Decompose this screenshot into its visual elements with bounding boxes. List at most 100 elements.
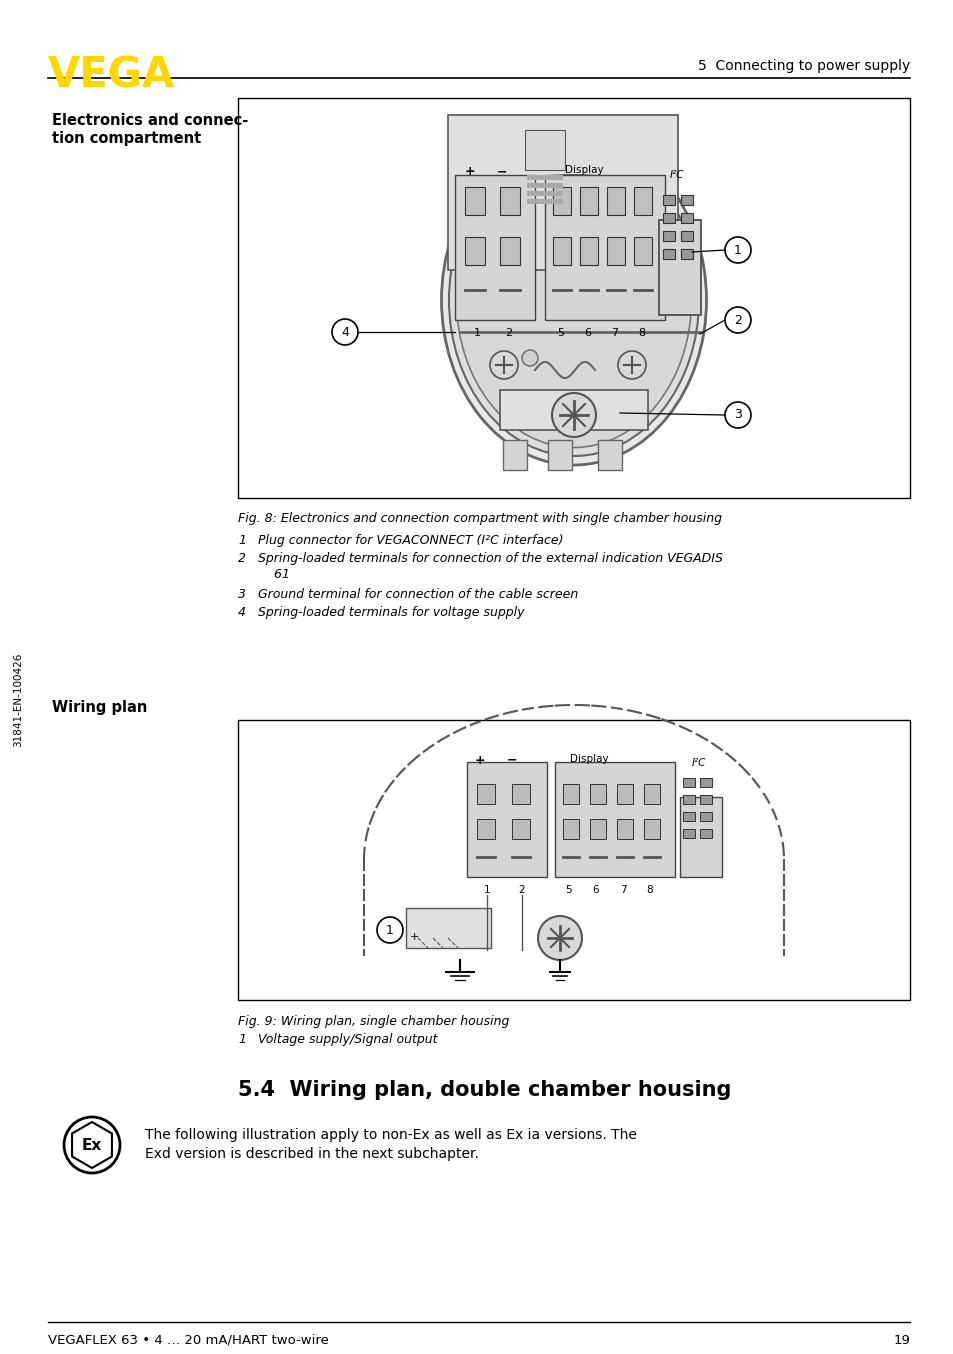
Text: 2: 2 [733,314,741,326]
Text: VEGAFLEX 63 • 4 … 20 mA/HART two-wire: VEGAFLEX 63 • 4 … 20 mA/HART two-wire [48,1334,329,1346]
Text: 8: 8 [646,886,653,895]
Text: 5: 5 [565,886,572,895]
Text: 6: 6 [584,328,591,338]
Bar [476,784,495,804]
Bar [499,390,647,431]
Bar [606,237,624,265]
Bar [617,784,633,804]
Text: I²C: I²C [691,758,705,768]
Bar [512,784,530,804]
Circle shape [64,1117,120,1173]
Text: 2: 2 [518,886,525,895]
Bar [512,819,530,839]
Text: tion compartment: tion compartment [52,131,201,146]
Text: Exd version is described in the next subchapter.: Exd version is described in the next sub… [145,1147,478,1160]
Bar [455,175,535,320]
Text: Display: Display [569,754,608,764]
Bar [553,187,571,215]
Bar [499,187,519,215]
Circle shape [724,402,750,428]
Ellipse shape [441,135,706,464]
Text: +: + [464,165,476,177]
Text: Ground terminal for connection of the cable screen: Ground terminal for connection of the ca… [257,588,578,601]
Bar [680,213,692,223]
Text: 1: 1 [237,1033,246,1047]
Bar [579,237,598,265]
Bar [659,219,700,315]
Ellipse shape [456,153,691,448]
Bar [634,187,651,215]
Bar [448,115,678,269]
Text: 2: 2 [505,328,512,338]
Text: +: + [475,754,485,766]
Text: 4: 4 [341,325,349,338]
Text: 7: 7 [619,886,626,895]
Bar [547,440,572,470]
Bar [562,784,578,804]
Text: 3: 3 [237,588,246,601]
Bar [643,784,659,804]
Bar [562,819,578,839]
Text: Fig. 9: Wiring plan, single chamber housing: Fig. 9: Wiring plan, single chamber hous… [237,1016,509,1028]
Bar [524,130,564,171]
Bar [680,195,692,204]
Circle shape [537,917,581,960]
Text: 5  Connecting to power supply: 5 Connecting to power supply [697,60,909,73]
Text: 3: 3 [733,409,741,421]
Text: Fig. 8: Electronics and connection compartment with single chamber housing: Fig. 8: Electronics and connection compa… [237,512,721,525]
Text: The following illustration apply to non-Ex as well as Ex ia versions. The: The following illustration apply to non-… [145,1128,637,1141]
Text: 5.4  Wiring plan, double chamber housing: 5.4 Wiring plan, double chamber housing [237,1080,731,1099]
Text: 1: 1 [386,923,394,937]
Bar [643,819,659,839]
Text: 19: 19 [892,1334,909,1346]
Bar [700,779,711,787]
Text: Ex: Ex [82,1137,102,1152]
Bar [237,720,909,1001]
Bar [526,199,562,204]
Bar [662,195,675,204]
Bar [555,762,675,877]
Circle shape [332,320,357,345]
Text: Plug connector for VEGACONNECT (I²C interface): Plug connector for VEGACONNECT (I²C inte… [257,533,563,547]
Text: 7: 7 [611,328,618,338]
Ellipse shape [449,144,699,456]
Bar [662,232,675,241]
Text: 8: 8 [638,328,645,338]
Text: Electronics and connec-: Electronics and connec- [52,112,248,129]
Bar [680,232,692,241]
Bar [579,187,598,215]
Text: +: + [410,932,419,942]
Bar [476,819,495,839]
Bar [526,191,562,196]
Bar [467,762,546,877]
Bar [662,213,675,223]
Text: 2: 2 [237,552,246,565]
Text: Voltage supply/Signal output: Voltage supply/Signal output [257,1033,437,1047]
Text: Wiring plan: Wiring plan [52,700,147,715]
Bar [589,784,605,804]
Bar [553,237,571,265]
Bar [606,187,624,215]
Text: 1: 1 [483,886,490,895]
Bar [662,249,675,259]
Circle shape [618,351,645,379]
Circle shape [521,349,537,366]
Bar [679,798,721,877]
Bar [464,237,484,265]
Circle shape [490,351,517,379]
Bar [502,440,526,470]
Bar [700,795,711,804]
Bar [700,812,711,821]
Text: 31841-EN-100426: 31841-EN-100426 [13,653,23,747]
Bar [406,909,491,948]
Text: 6: 6 [592,886,598,895]
Bar [589,819,605,839]
Bar [499,237,519,265]
Text: Display: Display [564,165,603,175]
Text: I²C: I²C [669,171,683,180]
Bar [237,97,909,498]
Text: 1: 1 [733,244,741,256]
Bar [526,183,562,188]
Circle shape [724,237,750,263]
Bar [680,249,692,259]
